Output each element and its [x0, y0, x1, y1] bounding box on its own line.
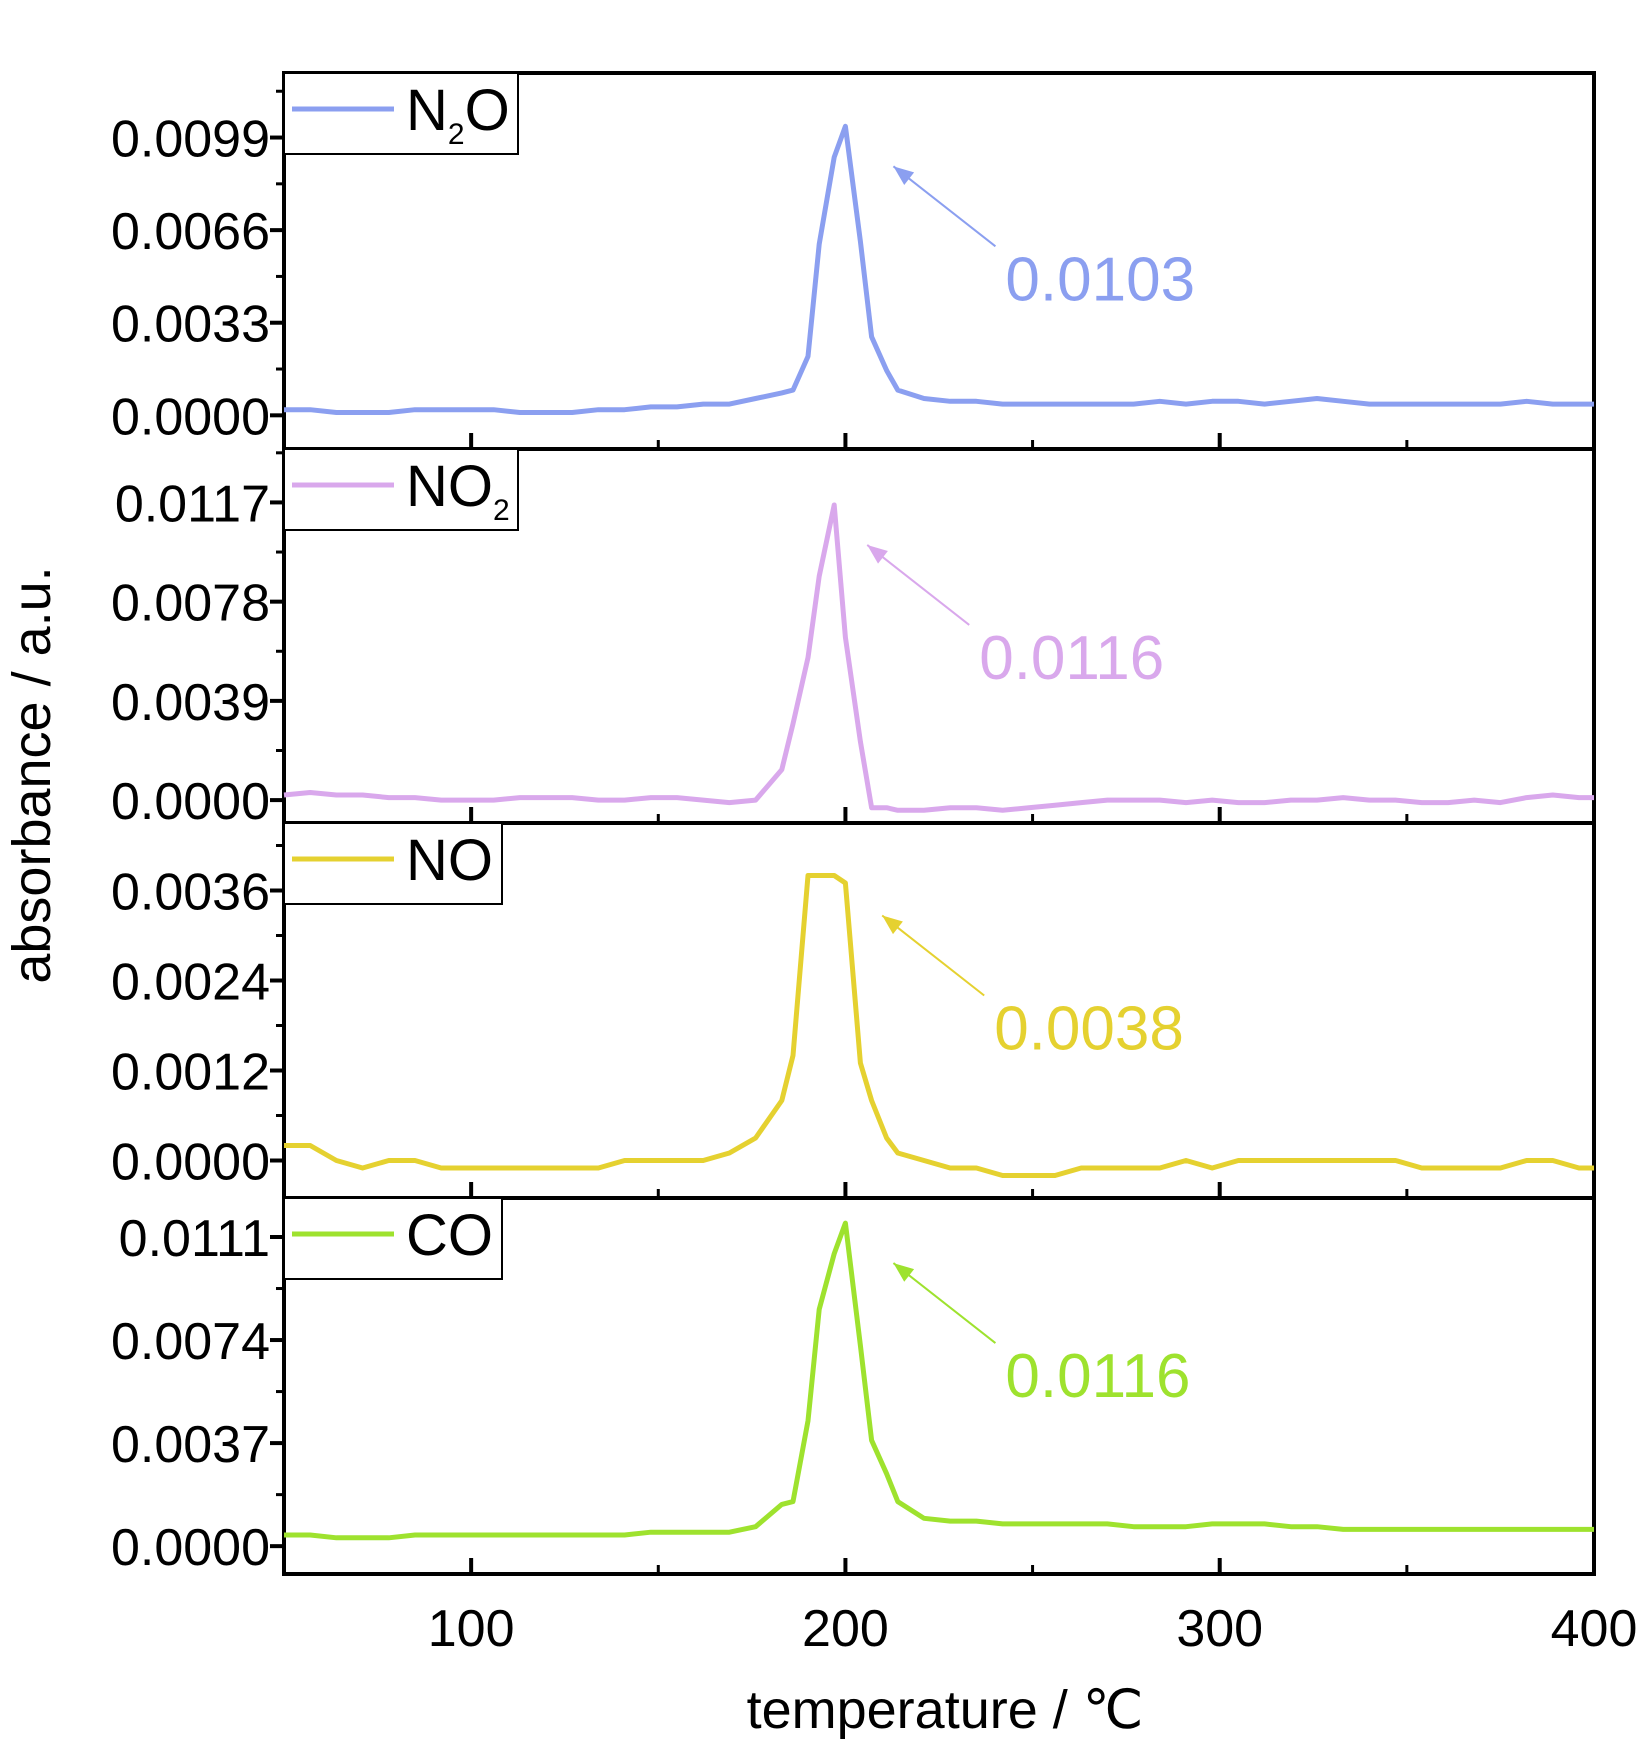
series-line	[284, 1220, 1594, 1541]
x-tick-label: 400	[1551, 1600, 1637, 1658]
x-tick-label: 300	[1176, 1600, 1263, 1658]
y-tick-label: 0.0111	[119, 1210, 270, 1268]
y-tick-label: 0.0074	[111, 1313, 270, 1371]
annotation-value: 0.0116	[979, 624, 1164, 693]
y-axis-title: absorbance / a.u.	[2, 566, 62, 983]
y-tick-label: 0.0036	[111, 864, 270, 922]
y-tick-label: 0.0039	[111, 674, 270, 732]
legend-label: NO	[406, 828, 493, 893]
annotation-arrow	[892, 1262, 997, 1344]
y-tick-label: 0.0012	[111, 1044, 270, 1102]
y-tick-label: 0.0000	[111, 773, 270, 831]
y-tick-label: 0.0078	[111, 575, 270, 633]
y-tick-label: 0.0099	[111, 111, 270, 169]
y-tick-label: 0.0000	[111, 1519, 270, 1577]
annotation-arrow	[866, 544, 970, 626]
legend-label: CO	[406, 1203, 493, 1268]
y-tick-label: 0.0037	[111, 1416, 270, 1474]
annotation-value: 0.0103	[1005, 245, 1195, 314]
annotation-arrowhead	[893, 166, 915, 185]
y-tick-label: 0.0117	[115, 475, 270, 533]
panel-2: 0.0000 0.0039 0.0078 0.0117 NO2 0.0116	[111, 447, 1596, 831]
annotation-arrowhead	[867, 544, 888, 564]
annotation-value: 0.0038	[994, 995, 1184, 1064]
annotation-arrow	[881, 914, 985, 997]
y-tick-label: 0.0000	[111, 388, 270, 446]
series-line	[284, 123, 1594, 415]
x-axis-title: temperature / ℃	[747, 1680, 1144, 1740]
annotation-arrow	[892, 165, 997, 248]
annotation-arrowhead	[893, 1263, 915, 1282]
x-tick-label: 100	[428, 1600, 515, 1658]
x-tick-label: 200	[802, 1600, 889, 1658]
x-axis: 100 200 300 400	[428, 1600, 1637, 1658]
panel-frame	[282, 1196, 1596, 1576]
y-tick-label: 0.0066	[111, 203, 270, 261]
series-line	[283, 502, 1594, 813]
legend-label: NO2	[406, 454, 510, 527]
legend-box	[283, 448, 519, 531]
y-tick-label: 0.0033	[111, 296, 270, 354]
legend-box	[283, 822, 503, 905]
legend-box	[283, 1197, 503, 1280]
series-line	[284, 873, 1594, 1178]
annotation-value: 0.0116	[1005, 1342, 1190, 1411]
panel-3: 0.0000 0.0012 0.0024 0.0036 NO 0.0038	[111, 821, 1596, 1200]
legend-box	[283, 72, 519, 155]
annotation-arrowhead	[882, 915, 903, 935]
y-tick-label: 0.0024	[111, 954, 270, 1012]
y-tick-label: 0.0000	[111, 1134, 270, 1192]
panel-4: 0.0000 0.0037 0.0074 0.0111 CO 0.0116	[111, 1196, 1596, 1577]
